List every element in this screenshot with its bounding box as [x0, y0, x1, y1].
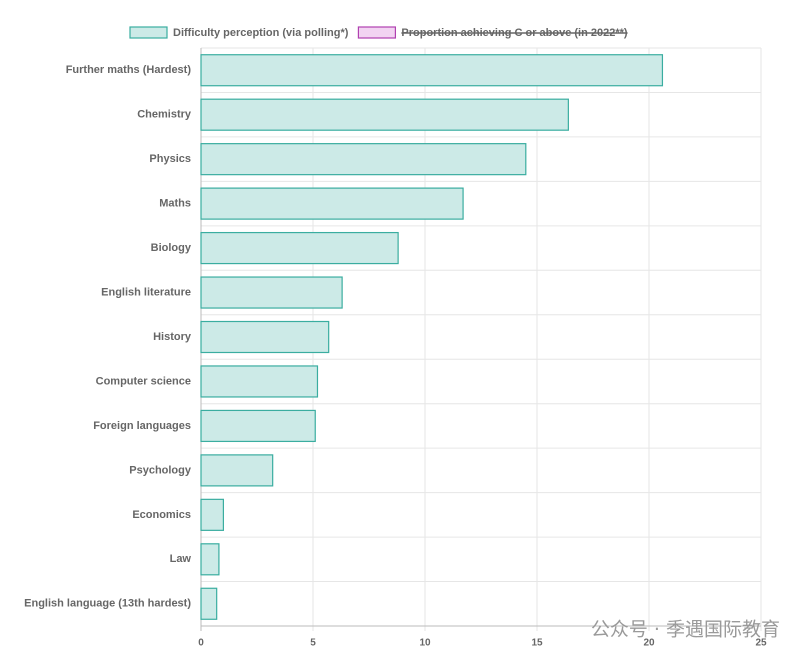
y-tick-label: Computer science [96, 375, 191, 387]
bar [200, 543, 220, 576]
bar [200, 320, 330, 354]
y-tick-label: Law [170, 553, 192, 565]
legend-swatch[interactable] [129, 26, 168, 39]
y-tick-label: Maths [159, 198, 191, 210]
bar [200, 498, 224, 531]
y-tick-label: Chemistry [137, 109, 192, 121]
x-tick-label: 5 [310, 638, 316, 649]
x-tick-label: 10 [419, 638, 431, 649]
legend-label[interactable]: Difficulty perception (via polling*) [173, 27, 349, 39]
y-tick-label: Physics [149, 153, 191, 165]
bar [200, 365, 319, 398]
bar [200, 143, 527, 176]
legend-swatch[interactable] [357, 26, 397, 39]
bar [200, 231, 399, 265]
x-tick-label: 0 [198, 638, 204, 649]
bar [200, 98, 569, 131]
y-tick-label: Biology [151, 242, 192, 254]
bar [200, 409, 316, 443]
bar [200, 276, 343, 309]
y-tick-label: History [153, 331, 192, 343]
y-tick-label: Psychology [129, 464, 192, 476]
y-tick-label: Economics [132, 509, 191, 521]
y-tick-label: English language (13th hardest) [24, 598, 191, 610]
y-tick-label: Foreign languages [93, 420, 191, 432]
y-tick-label: English literature [101, 286, 191, 298]
y-tick-label: Further maths (Hardest) [66, 64, 192, 76]
bar [200, 454, 274, 487]
watermark: 公众号 · 季遇国际教育 [591, 619, 780, 641]
bar [200, 587, 218, 620]
x-tick-label: 15 [531, 638, 543, 649]
bar [200, 187, 464, 220]
x-tick-label: 25 [755, 638, 767, 649]
x-tick-label: 20 [643, 638, 655, 649]
bar [200, 54, 664, 87]
